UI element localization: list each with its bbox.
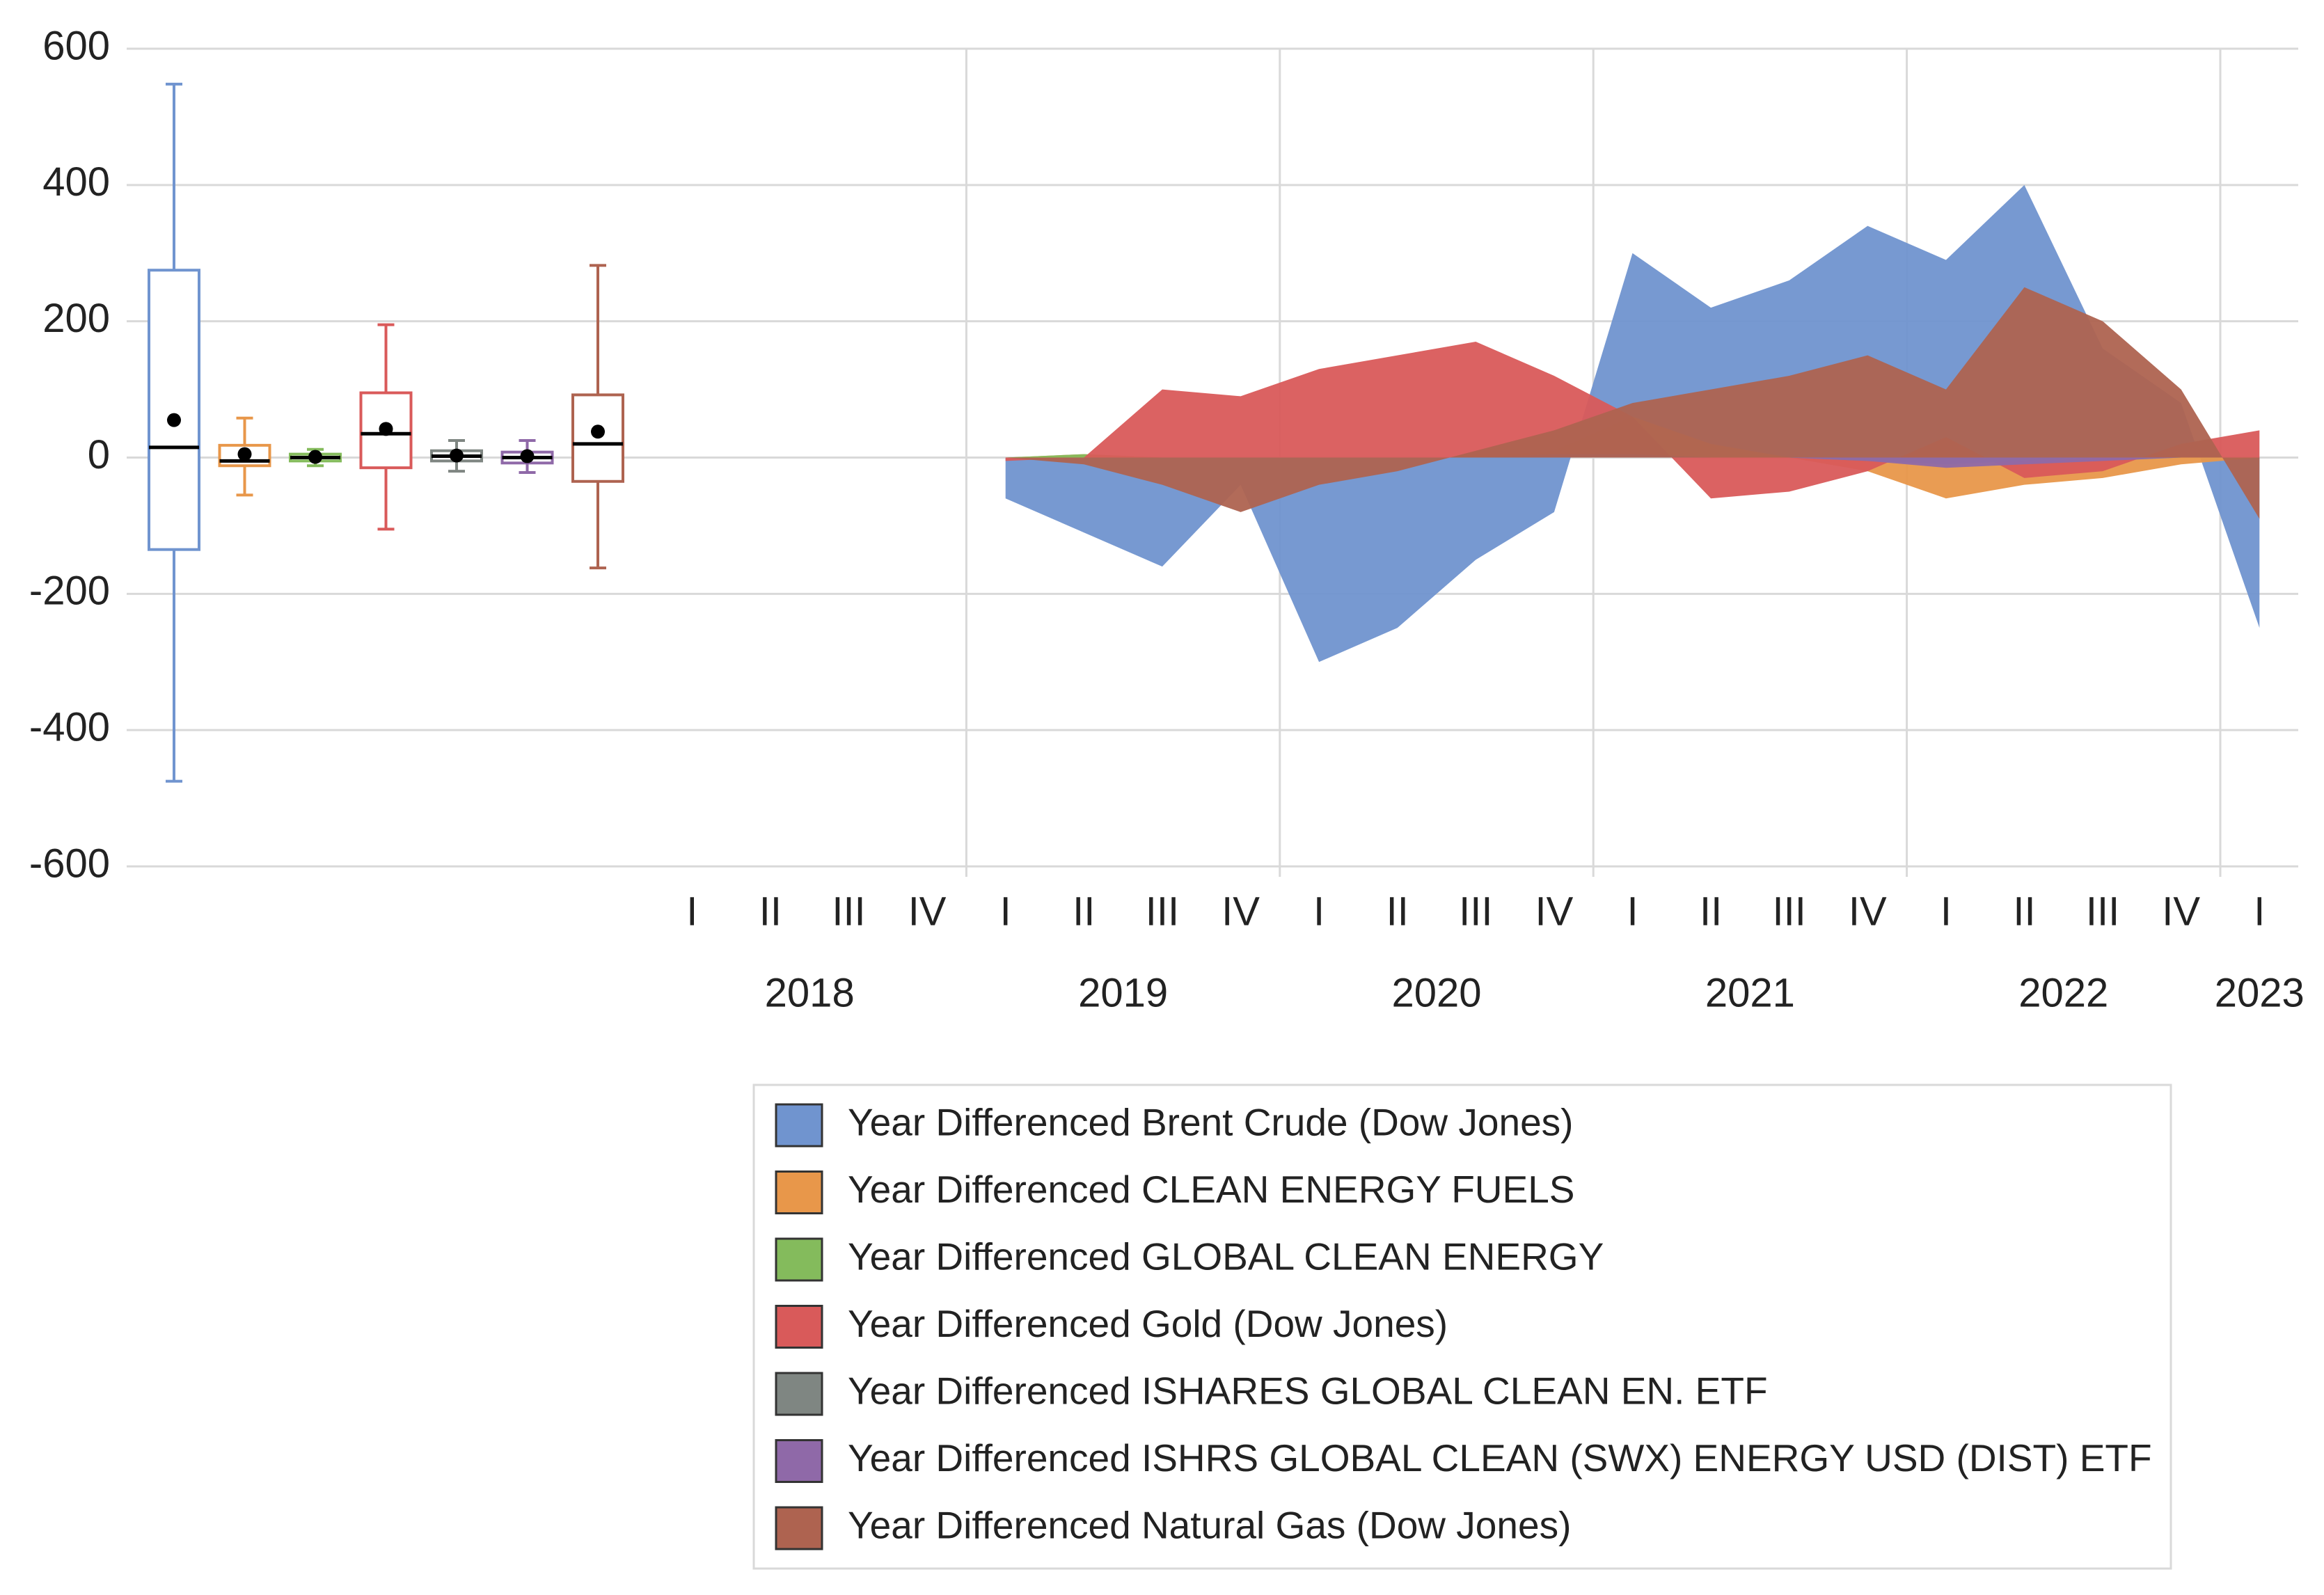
- mean-marker: [450, 448, 464, 463]
- x-tick-label: II: [1386, 889, 1409, 934]
- x-tick-label: I: [1627, 889, 1638, 934]
- x-tick-label: II: [1700, 889, 1722, 934]
- mean-marker: [167, 413, 181, 427]
- legend-swatch: [775, 1237, 823, 1282]
- x-tick-label: IV: [908, 889, 947, 934]
- legend-label: Year Differenced Natural Gas (Dow Jones): [848, 1504, 1571, 1547]
- x-tick-label: II: [759, 889, 782, 934]
- x-tick-label: IV: [1849, 889, 1887, 934]
- y-tick-label: 200: [42, 296, 110, 341]
- mean-marker: [591, 424, 605, 439]
- x-group-label: 2019: [1078, 970, 1168, 1015]
- legend-swatch: [775, 1103, 823, 1148]
- y-tick-label: 0: [88, 432, 110, 477]
- legend-frame: [752, 1084, 2172, 1570]
- legend-label: Year Differenced GLOBAL CLEAN ENERGY: [848, 1235, 1604, 1278]
- x-tick-label: II: [2013, 889, 2035, 934]
- y-tick-label: 400: [42, 159, 110, 205]
- mean-marker: [308, 450, 322, 464]
- x-tick-label: IV: [1222, 889, 1260, 934]
- x-tick-label: II: [1073, 889, 1095, 934]
- legend-swatch: [775, 1372, 823, 1416]
- legend-swatch: [775, 1506, 823, 1550]
- x-group-label: 2018: [765, 970, 855, 1015]
- x-tick-label: III: [1459, 889, 1492, 934]
- x-group-label: 2022: [2018, 970, 2108, 1015]
- legend-swatch: [775, 1171, 823, 1214]
- y-tick-label: -200: [29, 569, 110, 614]
- y-tick-label: 600: [42, 23, 110, 68]
- area-series: [1005, 287, 2260, 519]
- mean-marker: [237, 447, 252, 461]
- legend-label: Year Differenced ISHARES GLOBAL CLEAN EN…: [848, 1370, 1768, 1413]
- legend-label: Year Differenced CLEAN ENERGY FUELS: [848, 1168, 1574, 1211]
- y-tick-label: -600: [29, 841, 110, 886]
- x-tick-label: IV: [2162, 889, 2200, 934]
- legend-label: Year Differenced Brent Crude (Dow Jones): [848, 1101, 1573, 1144]
- x-tick-label: I: [2254, 889, 2265, 934]
- legend-swatch: [775, 1305, 823, 1349]
- x-tick-label: III: [1146, 889, 1179, 934]
- mean-marker: [520, 449, 535, 463]
- x-tick-label: IV: [1535, 889, 1573, 934]
- mean-marker: [379, 422, 393, 436]
- legend-label: Year Differenced ISHRS GLOBAL CLEAN (SWX…: [848, 1436, 2152, 1479]
- x-tick-label: I: [1313, 889, 1325, 934]
- x-tick-label: III: [2086, 889, 2119, 934]
- x-tick-label: III: [832, 889, 865, 934]
- x-tick-label: I: [1000, 889, 1011, 934]
- y-tick-label: -400: [29, 704, 110, 749]
- legend-swatch: [775, 1439, 823, 1483]
- x-tick-label: I: [1940, 889, 1952, 934]
- legend-label: Year Differenced Gold (Dow Jones): [848, 1302, 1448, 1345]
- x-tick-label: I: [686, 889, 697, 934]
- x-group-label: 2021: [1705, 970, 1795, 1015]
- box: [148, 269, 200, 551]
- x-group-label: 2023: [2215, 970, 2305, 1015]
- x-tick-label: III: [1773, 889, 1806, 934]
- x-group-label: 2020: [1391, 970, 1481, 1015]
